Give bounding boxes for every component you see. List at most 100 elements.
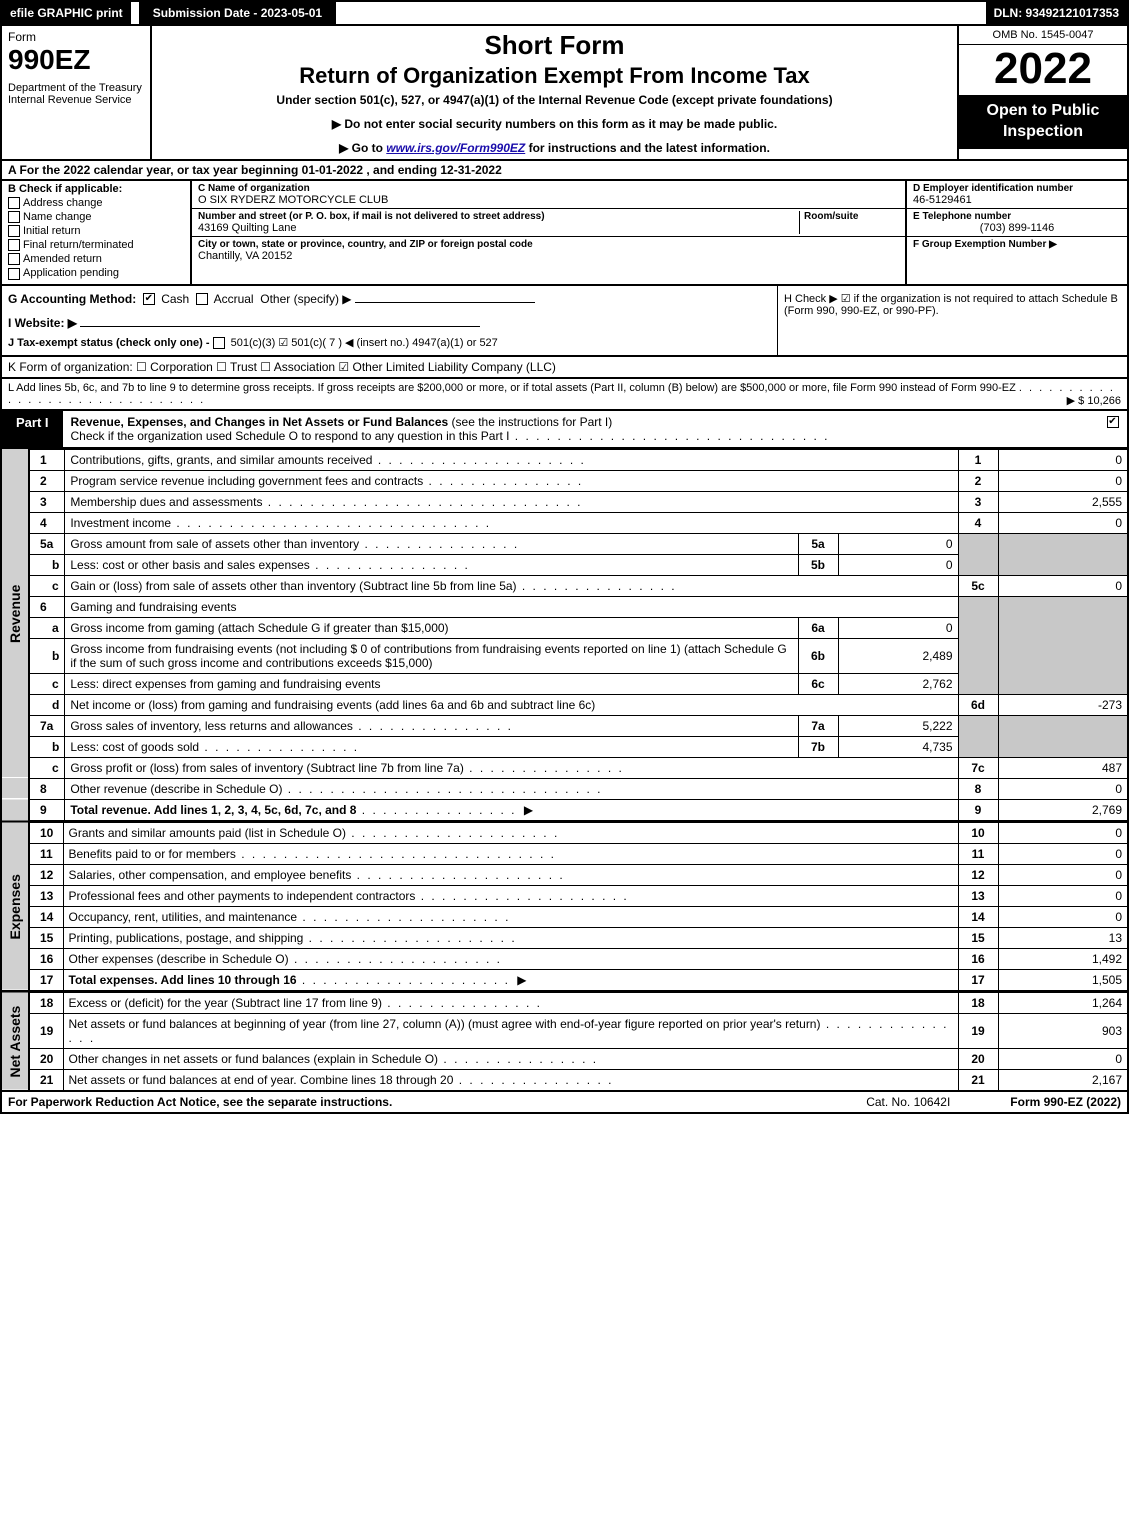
l16-text: Other expenses (describe in Schedule O)	[69, 952, 289, 966]
sidebar-rev-end	[1, 799, 29, 821]
sidebar-netassets: Net Assets	[1, 992, 29, 1091]
l5a-inval: 0	[838, 533, 958, 554]
l18-desc: Excess or (deficit) for the year (Subtra…	[63, 992, 958, 1013]
website-line[interactable]	[80, 326, 480, 327]
other-label: Other (specify) ▶	[260, 292, 351, 306]
l7c-num: c	[29, 757, 65, 778]
chk-501c3[interactable]	[213, 337, 225, 349]
part1-title-bold: Revenue, Expenses, and Changes in Net As…	[71, 415, 449, 429]
l15-rnum: 15	[958, 927, 998, 948]
l14-rnum: 14	[958, 906, 998, 927]
c-city-label: City or town, state or province, country…	[198, 239, 899, 250]
footer-left: For Paperwork Reduction Act Notice, see …	[8, 1095, 392, 1109]
l8-num: 8	[29, 778, 65, 799]
chk-cash[interactable]	[143, 293, 155, 305]
tax-year: 2022	[959, 45, 1127, 95]
line-14: 14 Occupancy, rent, utilities, and maint…	[1, 906, 1128, 927]
l5c-rnum: 5c	[958, 575, 998, 596]
l5b-innum: 5b	[798, 554, 838, 575]
l5a-desc: Gross amount from sale of assets other t…	[65, 533, 798, 554]
l6d-num: d	[29, 694, 65, 715]
j-tax-exempt: J Tax-exempt status (check only one) - 5…	[8, 336, 771, 349]
l9-text: Total revenue. Add lines 1, 2, 3, 4, 5c,…	[70, 803, 356, 817]
chk-final-return[interactable]: Final return/terminated	[8, 239, 184, 251]
line-20: 20 Other changes in net assets or fund b…	[1, 1048, 1128, 1069]
org-street: 43169 Quilting Lane	[198, 222, 799, 234]
l12-num: 12	[29, 864, 63, 885]
sidebar-rev-cont	[1, 778, 29, 799]
l9-rnum: 9	[958, 799, 998, 821]
chk-address-change[interactable]: Address change	[8, 197, 184, 209]
c-name-label: C Name of organization	[198, 183, 899, 194]
l10-desc: Grants and similar amounts paid (list in…	[63, 822, 958, 843]
l16-rnum: 16	[958, 948, 998, 969]
chk-name-change[interactable]: Name change	[8, 211, 184, 223]
l1-num: 1	[29, 449, 65, 470]
omb-number: OMB No. 1545-0047	[959, 26, 1127, 45]
org-name: O SIX RYDERZ MOTORCYCLE CLUB	[198, 194, 899, 206]
h-text: H Check ▶ ☑ if the organization is not r…	[784, 293, 1118, 317]
l6-num: 6	[29, 596, 65, 617]
irs-link[interactable]: www.irs.gov/Form990EZ	[386, 141, 525, 155]
l4-num: 4	[29, 512, 65, 533]
org-city: Chantilly, VA 20152	[198, 250, 899, 262]
dept-label: Department of the Treasury Internal Reve…	[8, 82, 144, 106]
l13-desc: Professional fees and other payments to …	[63, 885, 958, 906]
col-def: D Employer identification number 46-5129…	[907, 181, 1127, 284]
l8-desc: Other revenue (describe in Schedule O)	[65, 778, 958, 799]
part1-checkbox[interactable]	[1107, 416, 1119, 428]
l7c-desc: Gross profit or (loss) from sales of inv…	[65, 757, 958, 778]
cash-label: Cash	[161, 292, 189, 306]
l6c-num: c	[29, 673, 65, 694]
header-mid: Short Form Return of Organization Exempt…	[152, 26, 957, 159]
l7ab-shade	[958, 715, 998, 757]
l21-rnum: 21	[958, 1069, 998, 1091]
l17-arrow	[513, 973, 530, 987]
l5c-num: c	[29, 575, 65, 596]
chk-initial-return[interactable]: Initial return	[8, 225, 184, 237]
l17-desc: Total expenses. Add lines 10 through 16	[63, 969, 958, 991]
l9-num: 9	[29, 799, 65, 821]
l19-num: 19	[29, 1013, 63, 1048]
l2-desc: Program service revenue including govern…	[65, 470, 958, 491]
line-8: 8 Other revenue (describe in Schedule O)…	[1, 778, 1128, 799]
l7ab-shade-val	[998, 715, 1128, 757]
c-city-row: City or town, state or province, country…	[192, 237, 905, 264]
l11-rnum: 11	[958, 843, 998, 864]
netassets-table: Net Assets 18 Excess or (deficit) for th…	[0, 992, 1129, 1092]
chk-amended-return-label: Amended return	[23, 253, 102, 265]
l5b-text: Less: cost or other basis and sales expe…	[70, 558, 309, 572]
chk-application-pending[interactable]: Application pending	[8, 267, 184, 279]
other-specify-line[interactable]	[355, 302, 535, 303]
l15-num: 15	[29, 927, 63, 948]
efile-label[interactable]: efile GRAPHIC print	[2, 2, 131, 24]
expenses-table: Expenses 10 Grants and similar amounts p…	[0, 822, 1129, 992]
l21-desc: Net assets or fund balances at end of ye…	[63, 1069, 958, 1091]
i-website: I Website: ▶	[8, 316, 771, 330]
footer-right: Form 990-EZ (2022)	[1010, 1095, 1121, 1109]
chk-amended-return[interactable]: Amended return	[8, 253, 184, 265]
l4-val: 0	[998, 512, 1128, 533]
l5a-innum: 5a	[798, 533, 838, 554]
l9-val: 2,769	[998, 799, 1128, 821]
l6c-desc: Less: direct expenses from gaming and fu…	[65, 673, 798, 694]
l3-rnum: 3	[958, 491, 998, 512]
part1-dots	[509, 429, 829, 443]
g-accounting: G Accounting Method: Cash Accrual Other …	[8, 292, 771, 306]
l14-text: Occupancy, rent, utilities, and maintena…	[69, 910, 298, 924]
l7a-desc: Gross sales of inventory, less returns a…	[65, 715, 798, 736]
note-link: ▶ Go to www.irs.gov/Form990EZ for instru…	[160, 141, 949, 155]
l10-rnum: 10	[958, 822, 998, 843]
topbar-spacer	[338, 2, 985, 24]
chk-accrual[interactable]	[196, 293, 208, 305]
l7b-desc: Less: cost of goods sold	[65, 736, 798, 757]
footer-mid: Cat. No. 10642I	[866, 1095, 950, 1109]
l-text: L Add lines 5b, 6c, and 7b to line 9 to …	[8, 382, 1016, 394]
l6a-inval: 0	[838, 617, 958, 638]
revenue-table: Revenue 1 Contributions, gifts, grants, …	[0, 449, 1129, 822]
l21-num: 21	[29, 1069, 63, 1091]
l7b-text: Less: cost of goods sold	[70, 740, 199, 754]
l6b-innum: 6b	[798, 638, 838, 673]
l14-val: 0	[998, 906, 1128, 927]
l4-rnum: 4	[958, 512, 998, 533]
